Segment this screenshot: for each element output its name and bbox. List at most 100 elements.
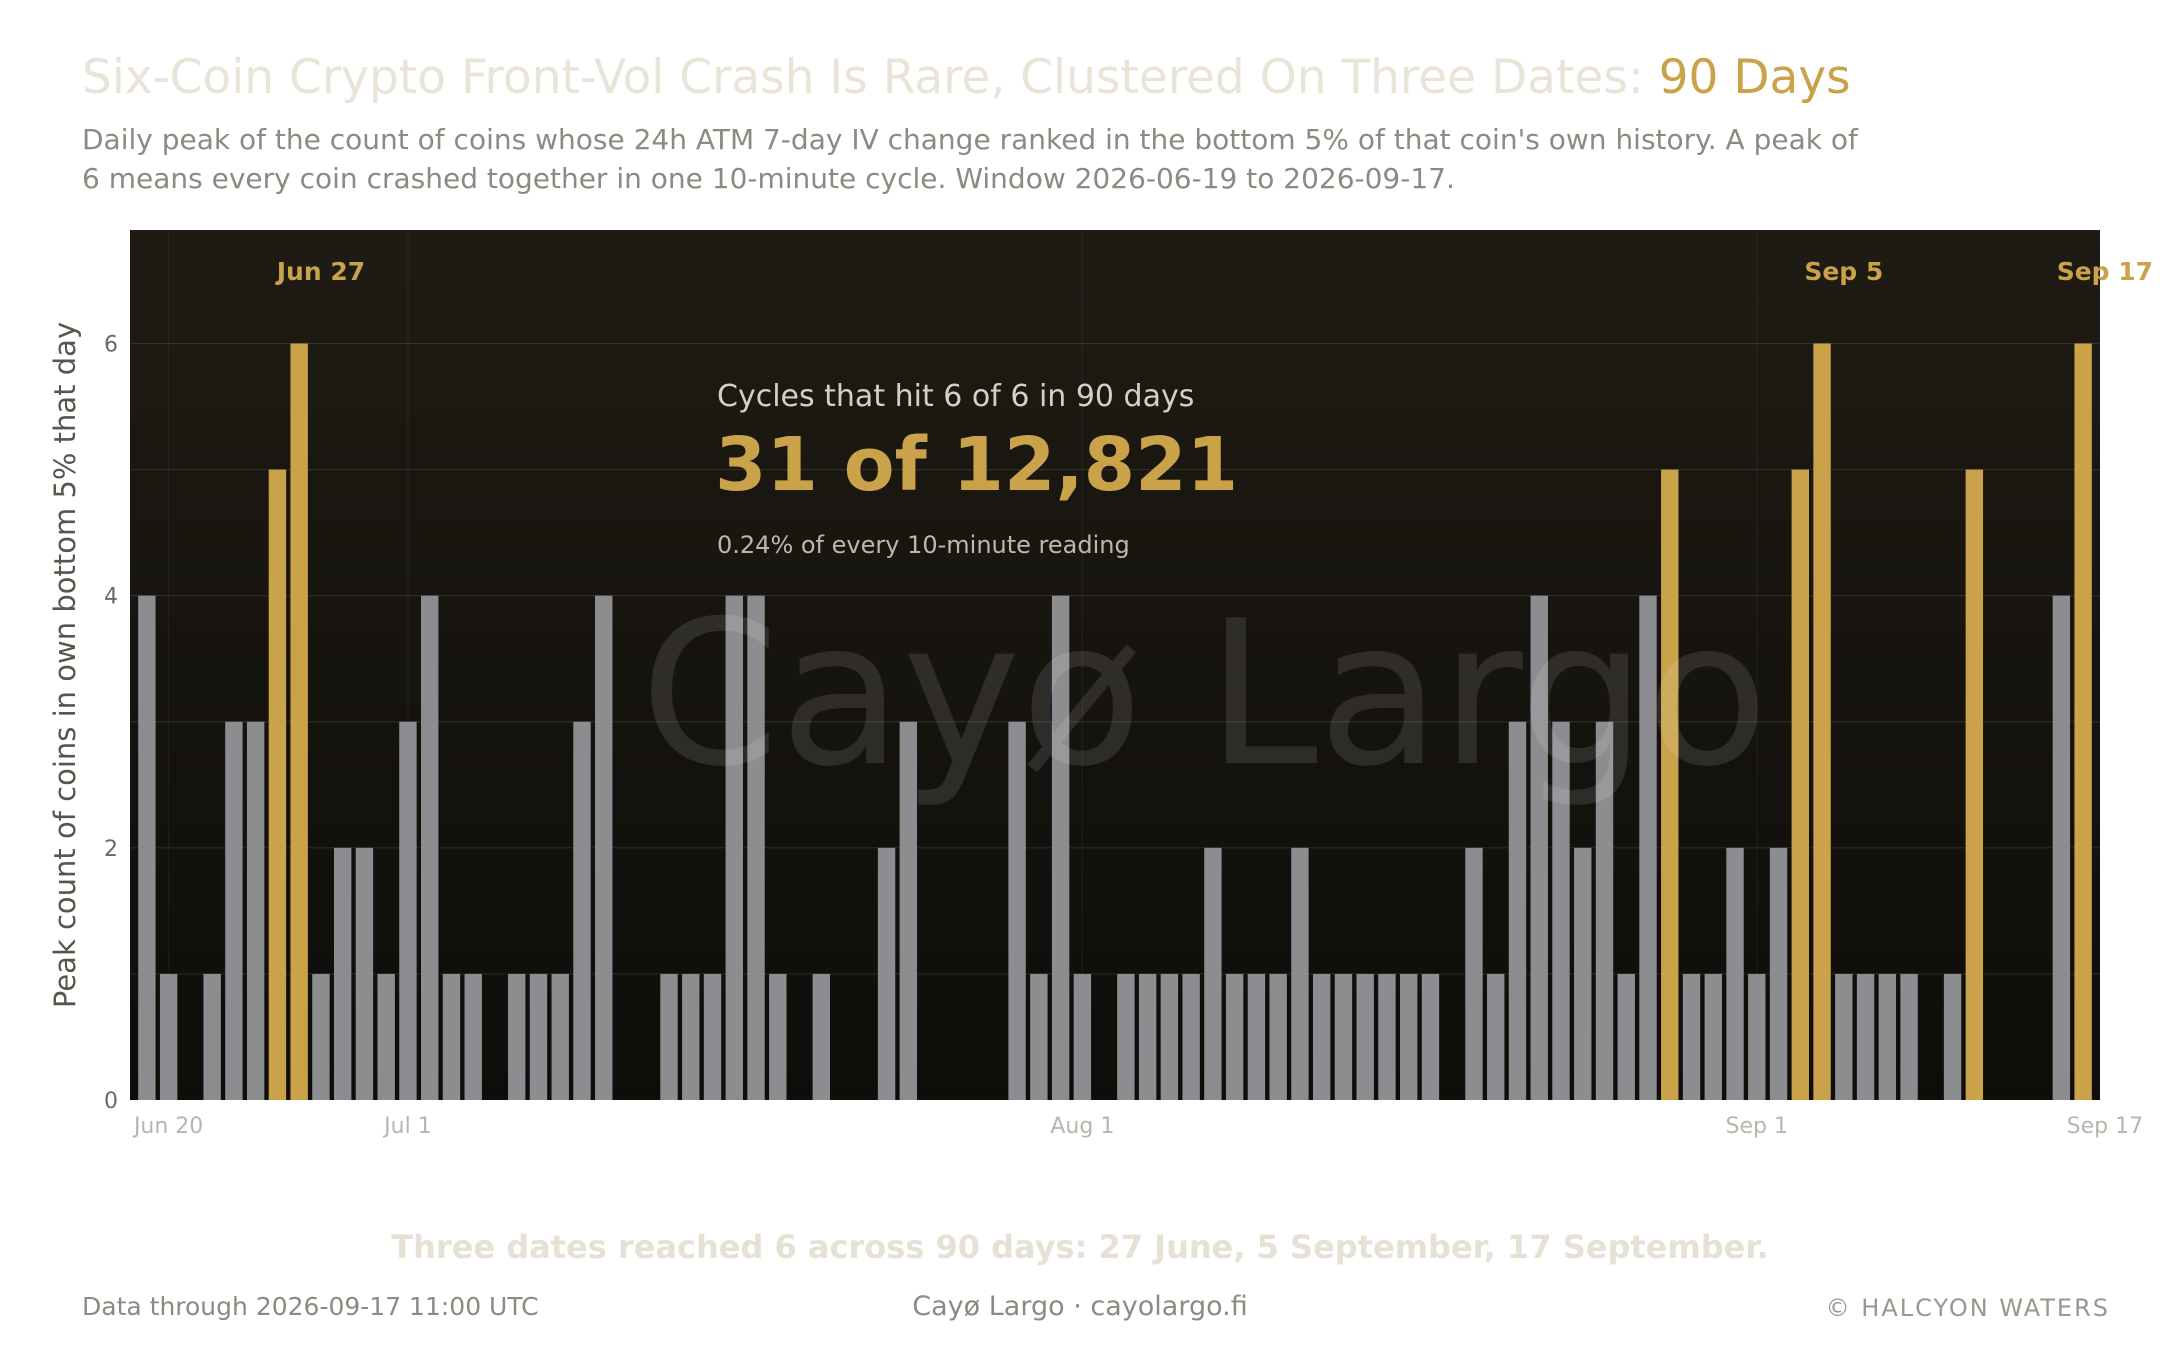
chart-title: Six-Coin Crypto Front-Vol Crash Is Rare,… (82, 48, 2082, 108)
bar (442, 973, 461, 1100)
bar (747, 595, 765, 1100)
bar (1595, 721, 1614, 1100)
footer-data-through: Data through 2026-09-17 11:00 UTC (82, 1292, 539, 1321)
bar (312, 973, 330, 1100)
bar (1682, 973, 1701, 1100)
bar (1378, 973, 1396, 1100)
bar (1008, 721, 1026, 1100)
bar (1204, 847, 1222, 1100)
x-tick-label: Aug 1 (1050, 1114, 1114, 1139)
bar (769, 973, 787, 1100)
footer-copyright: © HALCYON WATERS (1825, 1294, 2110, 1322)
title-highlight: 90 Days (1658, 50, 1851, 105)
bar (1900, 973, 1918, 1100)
bar (1399, 973, 1418, 1100)
bar (1312, 973, 1331, 1100)
bar (1030, 973, 1048, 1100)
bar (1769, 847, 1788, 1100)
bar (529, 973, 548, 1100)
bar (420, 595, 439, 1100)
bar (1943, 973, 1962, 1100)
bar (508, 973, 526, 1100)
bar (551, 973, 569, 1100)
bar (660, 973, 678, 1100)
x-tick-labels: Jun 20 Jul 1 Aug 1 Sep 1 Sep 17 (132, 1114, 2143, 1139)
bar (1225, 973, 1244, 1100)
bar-highlight (1791, 469, 1810, 1101)
bar (159, 973, 178, 1100)
bar (1465, 847, 1483, 1100)
bar (1073, 973, 1092, 1100)
x-tick-label: Jun 20 (132, 1114, 203, 1139)
bar (1835, 973, 1853, 1100)
bar (246, 721, 265, 1100)
bar-highlight (1813, 343, 1831, 1100)
bars (138, 343, 2092, 1101)
bar (355, 847, 374, 1100)
bar (1247, 973, 1266, 1100)
bar (1051, 595, 1070, 1100)
y-tick-label: 6 (104, 332, 118, 357)
x-tick-label: Jul 1 (382, 1114, 432, 1139)
date-annotation: Sep 5 (1804, 257, 1883, 286)
bar (1421, 973, 1440, 1100)
bar (725, 595, 743, 1100)
bar (1574, 847, 1592, 1100)
bar (1334, 973, 1353, 1100)
x-tick-label: Sep 1 (1726, 1114, 1788, 1139)
bar (1291, 847, 1309, 1100)
bar (1487, 973, 1505, 1100)
bar (1704, 973, 1722, 1100)
bar (1748, 973, 1766, 1100)
bar (1138, 973, 1157, 1100)
bar (1878, 973, 1897, 1100)
bar (573, 721, 591, 1100)
bar (1726, 847, 1744, 1100)
bar (1356, 973, 1374, 1100)
bar (1552, 721, 1570, 1100)
bar (1530, 595, 1548, 1100)
bar-highlight (1661, 469, 1679, 1101)
bar (1617, 973, 1635, 1100)
bar-highlight (268, 469, 287, 1101)
bar (595, 595, 613, 1100)
bar-highlight (290, 343, 308, 1100)
date-annotation: Jun 27 (275, 257, 365, 286)
bar (203, 973, 221, 1100)
y-tick-label: 0 (104, 1089, 118, 1114)
bar (1856, 973, 1875, 1100)
bar (138, 595, 156, 1100)
bar-highlight (2074, 343, 2092, 1100)
y-tick-labels: 0 2 4 6 (104, 332, 118, 1114)
bar (877, 847, 896, 1100)
bar (2052, 595, 2071, 1100)
bar (1117, 973, 1135, 1100)
bar (1269, 973, 1287, 1100)
bar (464, 973, 482, 1100)
bar (1182, 973, 1200, 1100)
y-tick-label: 2 (104, 837, 118, 862)
date-annotation: Sep 17 (2057, 257, 2153, 286)
y-tick-label: 4 (104, 585, 118, 610)
title-main: Six-Coin Crypto Front-Vol Crash Is Rare,… (82, 50, 1659, 105)
bar (333, 847, 352, 1100)
chart-subtitle: Daily peak of the count of coins whose 2… (82, 123, 1858, 195)
bar (682, 973, 700, 1100)
date-annotations: Jun 27 Sep 5 Sep 17 (275, 257, 2153, 286)
callout-value: 31 of 12,821 (715, 422, 1239, 508)
bar (1508, 721, 1527, 1100)
callout-label: Cycles that hit 6 of 6 in 90 days (717, 379, 1195, 414)
bar (812, 973, 831, 1100)
x-tick-label: Sep 17 (2067, 1114, 2143, 1139)
takeaway-text: Three dates reached 6 across 90 days: 27… (391, 1228, 1769, 1266)
bar (399, 721, 417, 1100)
bar (225, 721, 243, 1100)
bar (1639, 595, 1657, 1100)
bar (377, 973, 395, 1100)
y-axis-label: Peak count of coins in own bottom 5% tha… (48, 322, 82, 1008)
bar-highlight (1965, 469, 1984, 1101)
footer-brand: Cayø Largo · cayolargo.fi (912, 1291, 1248, 1322)
bar (1160, 973, 1179, 1100)
